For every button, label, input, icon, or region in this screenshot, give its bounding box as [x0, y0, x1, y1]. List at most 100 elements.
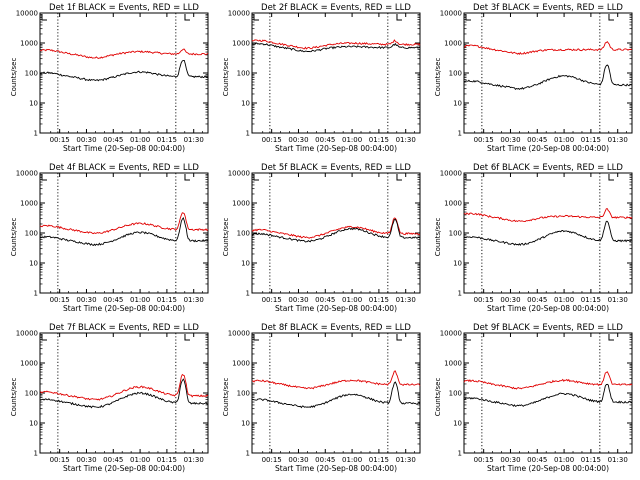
corner-marker: [41, 174, 47, 181]
y-tick-label: 1: [246, 290, 250, 298]
x-tick-label: 01:15: [157, 296, 177, 304]
y-tick-label: 10000: [16, 330, 38, 338]
corner-marker: [253, 334, 259, 341]
x-tick-label: 00:45: [527, 456, 547, 464]
y-tick-label: 1000: [232, 40, 250, 48]
x-tick-label: 01:00: [554, 136, 574, 144]
x-tick-label: 00:30: [76, 136, 96, 144]
y-tick-label: 10: [241, 260, 250, 268]
plot-frame: [39, 172, 209, 294]
y-tick-label: 100: [25, 390, 38, 398]
y-tick-label: 100: [237, 70, 250, 78]
y-tick-label: 1: [34, 450, 38, 458]
flare-marker: [608, 14, 614, 21]
lld-series-line: [463, 371, 633, 390]
x-tick-label: 00:45: [315, 136, 335, 144]
x-tick-label: 00:30: [288, 456, 308, 464]
y-axis-label: Counts/sec: [10, 378, 18, 417]
x-tick-label: 01:00: [554, 456, 574, 464]
y-axis-label: Counts/sec: [222, 218, 230, 257]
x-tick-label: 01:30: [396, 456, 416, 464]
x-tick-label: 01:30: [396, 296, 416, 304]
panel-title: Det 9f BLACK = Events, RED = LLD: [473, 323, 623, 333]
flare-marker: [184, 174, 190, 181]
y-tick-label: 1000: [20, 40, 38, 48]
y-tick-label: 10: [453, 420, 462, 428]
lld-series-line: [251, 370, 421, 390]
y-tick-label: 10: [453, 260, 462, 268]
y-tick-label: 10: [29, 100, 38, 108]
x-tick-label: 01:00: [130, 136, 150, 144]
y-tick-label: 10000: [16, 10, 38, 18]
y-tick-label: 10000: [440, 170, 462, 178]
detector-panel-6: Det 6f BLACK = Events, RED = LLD 1 10 100 10…: [434, 163, 633, 313]
y-tick-label: 100: [449, 230, 462, 238]
y-tick-label: 10: [29, 260, 38, 268]
x-tick-label: 01:00: [554, 296, 574, 304]
panel-title: Det 8f BLACK = Events, RED = LLD: [261, 323, 411, 333]
x-tick-label: 00:15: [50, 456, 70, 464]
x-tick-label: 00:45: [103, 296, 123, 304]
y-tick-label: 1: [246, 450, 250, 458]
y-tick-label: 1: [34, 290, 38, 298]
flare-marker: [396, 14, 402, 21]
corner-marker: [41, 14, 47, 21]
events-series-line: [251, 218, 421, 243]
x-tick-label: 01:15: [369, 136, 389, 144]
x-tick-label: 00:30: [76, 456, 96, 464]
events-series-line: [463, 64, 633, 91]
y-tick-label: 1000: [444, 40, 462, 48]
x-tick-label: 00:15: [474, 456, 494, 464]
panel-title: Det 4f BLACK = Events, RED = LLD: [49, 163, 199, 173]
x-tick-label: 00:45: [527, 296, 547, 304]
x-axis-label: Start Time (20-Sep-08 00:04:00): [63, 144, 185, 153]
events-series-line: [39, 216, 209, 247]
x-axis-label: Start Time (20-Sep-08 00:04:00): [487, 304, 609, 313]
x-tick-label: 00:30: [288, 136, 308, 144]
y-axis-label: Counts/sec: [434, 58, 442, 97]
lld-series-line: [463, 208, 633, 223]
y-tick-label: 1000: [232, 360, 250, 368]
y-tick-label: 10000: [228, 330, 250, 338]
x-axis-label: Start Time (20-Sep-08 00:04:00): [275, 304, 397, 313]
y-tick-label: 10: [241, 100, 250, 108]
x-axis-label: Start Time (20-Sep-08 00:04:00): [275, 144, 397, 153]
x-axis-label: Start Time (20-Sep-08 00:04:00): [63, 304, 185, 313]
y-tick-label: 1000: [232, 200, 250, 208]
lld-series-line: [39, 48, 209, 60]
detector-panel-9: Det 9f BLACK = Events, RED = LLD 1 10 100 10…: [434, 323, 633, 473]
x-tick-label: 00:30: [500, 296, 520, 304]
x-tick-label: 01:00: [342, 136, 362, 144]
x-tick-label: 01:00: [342, 296, 362, 304]
plot-frame: [39, 12, 209, 134]
events-series-line: [39, 59, 209, 82]
detector-panel-4: Det 4f BLACK = Events, RED = LLD 1 10 100 10…: [10, 163, 209, 313]
corner-marker: [465, 334, 471, 341]
x-tick-label: 00:30: [500, 456, 520, 464]
x-tick-label: 00:45: [103, 456, 123, 464]
y-tick-label: 1: [34, 130, 38, 138]
x-tick-label: 01:15: [157, 456, 177, 464]
events-series-line: [463, 383, 633, 407]
x-tick-label: 01:30: [608, 296, 628, 304]
lld-series-line: [39, 373, 209, 401]
x-tick-label: 00:30: [288, 296, 308, 304]
plot-frame: [463, 332, 633, 454]
x-axis-label: Start Time (20-Sep-08 00:04:00): [63, 464, 185, 473]
x-axis-label: Start Time (20-Sep-08 00:04:00): [487, 464, 609, 473]
y-tick-label: 100: [237, 390, 250, 398]
x-tick-label: 01:15: [369, 456, 389, 464]
detector-panel-5: Det 5f BLACK = Events, RED = LLD 1 10 100 10…: [222, 163, 421, 313]
x-tick-label: 01:00: [130, 296, 150, 304]
y-tick-label: 1000: [444, 200, 462, 208]
y-axis-label: Counts/sec: [222, 58, 230, 97]
y-tick-label: 10: [29, 420, 38, 428]
x-axis-label: Start Time (20-Sep-08 00:04:00): [275, 464, 397, 473]
flare-marker: [184, 14, 190, 21]
x-tick-label: 01:15: [157, 136, 177, 144]
x-tick-label: 01:15: [369, 296, 389, 304]
y-tick-label: 1000: [20, 200, 38, 208]
x-tick-label: 01:30: [608, 456, 628, 464]
events-series-line: [251, 42, 421, 53]
